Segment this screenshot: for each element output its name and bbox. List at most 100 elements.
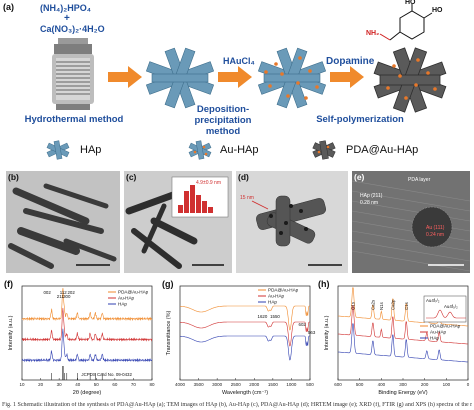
- xrd-series-line: [21, 288, 153, 322]
- x-tick-label: 200: [421, 382, 429, 387]
- size-histogram-bars: [178, 185, 213, 213]
- tem-d-scale-annotation: 15 nm: [240, 195, 254, 201]
- dopamine-ho-right: HO: [432, 7, 443, 14]
- xps-peak-label: O1s: [350, 301, 355, 310]
- reagent-haucl4: HAuCl₄: [223, 56, 255, 66]
- legend-label: HAp: [430, 336, 439, 341]
- autoclave-icon: [52, 38, 94, 110]
- tem-d-particle: [236, 171, 348, 273]
- x-tick-label: 100: [443, 382, 451, 387]
- panel-label-h: (h): [318, 279, 330, 289]
- x-tick-label: 600: [334, 382, 342, 387]
- tem-label-d: (d): [238, 172, 249, 182]
- legend-hap: HAp: [80, 144, 102, 156]
- panel-label-g: (g): [162, 279, 174, 289]
- scheme-illustration: [46, 4, 447, 160]
- xps-series-line: [338, 323, 468, 363]
- dopamine-nh2: NH₂: [366, 30, 380, 37]
- reagent-dopamine: Dopamine: [326, 56, 375, 67]
- xrd-chart: 10 20 30 40 50 60 70 80 2θ (degree) Intensity (a.…: [8, 285, 155, 396]
- xps-peak-label: N1s: [379, 301, 384, 310]
- legend-label: Au-HAp: [430, 330, 447, 335]
- tem-image-e: (e) PDA layer HAp (211) 0.28 nm Au (111)…: [352, 171, 470, 273]
- x-tick-label: 2500: [231, 382, 242, 387]
- au-hap-cluster-icon: [257, 47, 327, 109]
- x-tick-label: 2000: [249, 382, 260, 387]
- x-tick-label: 70: [131, 382, 137, 387]
- xps-peak-label: Ca2s: [370, 299, 375, 310]
- x-tick-label: 3000: [212, 382, 223, 387]
- tem-label-e: (e): [354, 172, 365, 182]
- xrd-peak-label: 002: [43, 290, 51, 295]
- ftir-peak-label: 1620: [258, 314, 268, 319]
- panel-label-a: (a): [3, 2, 14, 12]
- xps-chart: 600 500 400 300 200 100 0 Binding Energy (eV) In…: [324, 285, 470, 396]
- x-tick-label: 80: [149, 382, 155, 387]
- flow-arrow-3: [330, 66, 364, 88]
- x-tick-label: 400: [378, 382, 386, 387]
- legend-hap-icon: [46, 140, 70, 160]
- ftir-series-line: [180, 321, 310, 347]
- x-tick-label: 10: [19, 382, 25, 387]
- hrtem-au-plane: Au (111): [426, 225, 445, 231]
- plot-frame: [179, 285, 311, 381]
- x-tick-label: 300: [399, 382, 407, 387]
- legend-au-hap-icon: [188, 140, 212, 160]
- xps-series-line: [338, 305, 468, 345]
- y-axis-label: Intensity (a.u.): [324, 315, 330, 350]
- legend-pda-au-hap-icon: [312, 140, 336, 160]
- tem-image-d: (d) 15 nm: [236, 171, 348, 273]
- ftir-peak-label: 602: [299, 322, 307, 327]
- xps-series-line: [338, 287, 468, 327]
- x-tick-label: 3500: [194, 382, 205, 387]
- x-axis-label: Binding Energy (eV): [378, 390, 427, 396]
- x-tick-label: 1000: [286, 382, 297, 387]
- xrd-series-line: [21, 328, 153, 363]
- x-axis-label: Wavelength (cm⁻¹): [222, 390, 268, 396]
- tem-c-rods: [124, 171, 232, 273]
- flow-arrow-2: [218, 66, 252, 88]
- tem-image-b: (b): [6, 171, 120, 273]
- x-tick-label: 1500: [268, 382, 279, 387]
- legend-label: PDA@Au-HAp: [268, 288, 299, 293]
- panel-label-f: (f): [4, 279, 13, 289]
- x-tick-label: 30: [57, 382, 63, 387]
- reagent-calcium-nitrate: Ca(NO₃)₂·4H₂O: [40, 24, 105, 34]
- x-tick-label: 60: [112, 382, 118, 387]
- y-axis-label: Transmittance (%): [166, 310, 172, 355]
- legend-au-hap: Au-HAp: [220, 144, 259, 156]
- step-hydrothermal: Hydrothermal method: [24, 114, 124, 125]
- jcpds-label: JCPDS Card No. 09-0432: [81, 372, 132, 377]
- tem-c-inset-size: 4.9±0.9 nm: [196, 180, 221, 186]
- xrd-series-line: [21, 307, 153, 342]
- hrtem-pda-layer: PDA layer: [408, 177, 431, 183]
- x-tick-label: 500: [356, 382, 364, 387]
- hrtem-hap-spacing: 0.28 nm: [360, 200, 379, 206]
- hap-cluster-icon: [145, 47, 215, 109]
- legend-label: Au-HAp: [118, 296, 135, 301]
- xps-inset-label: Au4f₅/₂: [444, 304, 458, 309]
- x-tick-label: 50: [94, 382, 100, 387]
- xrd-peak-label: 202: [67, 290, 75, 295]
- legend-label: HAp: [268, 300, 277, 305]
- x-tick-label: 500: [306, 382, 314, 387]
- pda-au-hap-cluster-icon: [373, 47, 447, 113]
- hrtem-au-spacing: 0.24 nm: [426, 232, 445, 238]
- tem-label-c: (c): [126, 172, 137, 182]
- x-tick-label: 40: [75, 382, 81, 387]
- xrd-peak-label: 112: [60, 290, 68, 295]
- legend-label: HAp: [118, 302, 127, 307]
- legend-label: PDA@Au-HAp: [118, 290, 149, 295]
- legend-label: Au-HAp: [268, 294, 285, 299]
- ftir-peak-label: 1550: [270, 314, 280, 319]
- xps-peak-label: Ca2p: [390, 299, 395, 310]
- dopamine-structure: [379, 4, 433, 41]
- y-axis-label: Intensity (a.u.): [8, 315, 14, 350]
- ftir-peak-label: 563: [308, 330, 316, 335]
- tem-b-rods: [6, 171, 120, 273]
- xps-peak-label: C1s: [404, 301, 409, 310]
- step-deposition: Deposition-precipitation method: [194, 104, 252, 137]
- xps-inset-line: [426, 309, 466, 319]
- x-tick-label: 0: [467, 382, 470, 387]
- x-tick-label: 4000: [175, 382, 186, 387]
